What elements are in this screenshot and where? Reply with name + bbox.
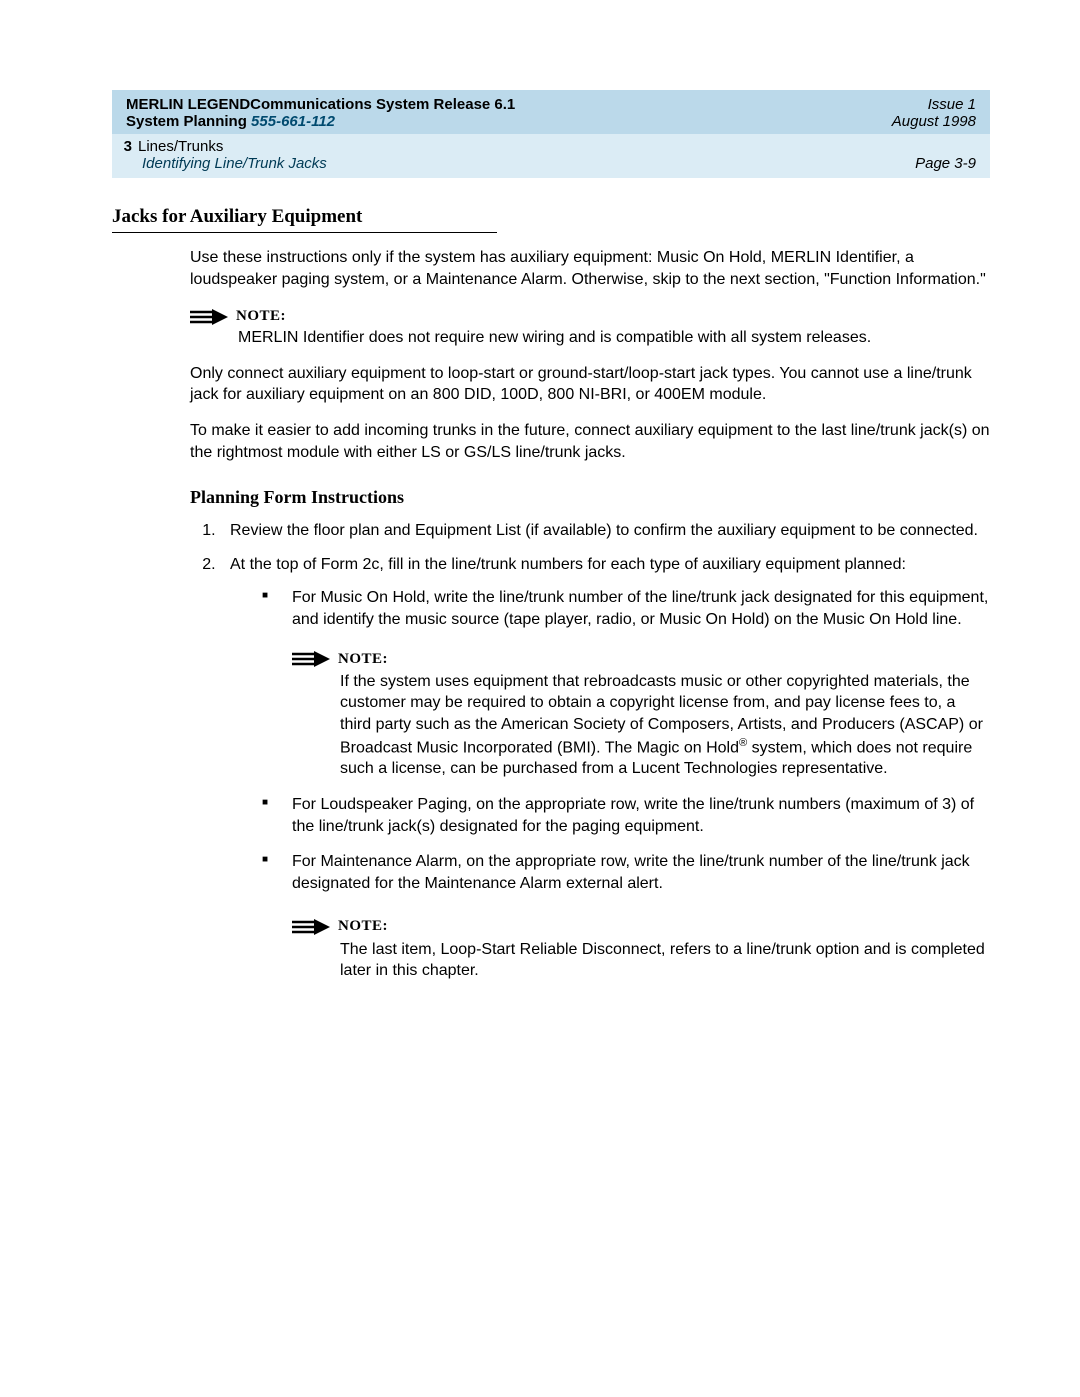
- registered-mark: ®: [739, 737, 747, 749]
- header-product-line2-label: System Planning: [126, 113, 251, 130]
- note-header: NOTE:: [190, 308, 990, 325]
- header-product: MERLIN LEGENDCommunications System Relea…: [126, 96, 515, 130]
- note-label: NOTE:: [338, 916, 388, 936]
- paragraph-2: Only connect auxiliary equipment to loop…: [190, 363, 990, 406]
- note-block-final: NOTE: The last item, Loop-Start Reliable…: [292, 916, 990, 981]
- note-block-nested: NOTE: If the system uses equipment that …: [292, 649, 990, 781]
- header-section-title: Identifying Line/Trunk Jacks: [142, 155, 327, 172]
- intro-paragraph: Use these instructions only if the syste…: [190, 247, 990, 290]
- step-1-text: Review the floor plan and Equipment List…: [230, 522, 978, 539]
- note-body: If the system uses equipment that rebroa…: [340, 671, 990, 780]
- header-issue: Issue 1: [928, 96, 976, 113]
- header-chapter-title: Lines/Trunks: [138, 138, 223, 155]
- header-product-line1: MERLIN LEGENDCommunications System Relea…: [126, 96, 515, 113]
- note-header: NOTE:: [292, 916, 990, 936]
- note-arrow-icon: [292, 919, 330, 935]
- bullet-3-text: For Maintenance Alarm, on the appropriat…: [292, 853, 970, 892]
- step-2: At the top of Form 2c, fill in the line/…: [220, 554, 990, 982]
- header-document-number: 555-661-112: [251, 113, 335, 130]
- bullet-loudspeaker-paging: For Loudspeaker Paging, on the appropria…: [262, 794, 990, 837]
- content-area: Jacks for Auxiliary Equipment Use these …: [90, 206, 990, 982]
- note-arrow-icon: [190, 309, 228, 325]
- bullet-2-text: For Loudspeaker Paging, on the appropria…: [292, 796, 974, 835]
- step-2-bullets: For Music On Hold, write the line/trunk …: [230, 587, 990, 894]
- header-page-wrap: Page 3-9: [915, 155, 976, 172]
- note-block-1: NOTE: MERLIN Identifier does not require…: [190, 308, 990, 349]
- header-bottom-bar: 3 Lines/Trunks Identifying Line/Trunk Jac…: [112, 134, 990, 178]
- page-container: MERLIN LEGENDCommunications System Relea…: [0, 0, 1080, 1086]
- bullet-maintenance-alarm: For Maintenance Alarm, on the appropriat…: [262, 851, 990, 894]
- step-1: Review the floor plan and Equipment List…: [220, 520, 990, 542]
- header-date: August 1998: [892, 113, 976, 130]
- note-arrow-icon: [292, 651, 330, 667]
- page-header: MERLIN LEGENDCommunications System Relea…: [112, 90, 990, 178]
- header-top-bar: MERLIN LEGENDCommunications System Relea…: [112, 90, 990, 134]
- step-2-text: At the top of Form 2c, fill in the line/…: [230, 556, 906, 573]
- numbered-steps: Review the floor plan and Equipment List…: [190, 520, 990, 982]
- note-header: NOTE:: [292, 649, 990, 669]
- header-issue-date: Issue 1 August 1998: [892, 96, 976, 130]
- note-label: NOTE:: [338, 649, 388, 669]
- header-page-number: Page 3-9: [915, 155, 976, 172]
- paragraph-3: To make it easier to add incoming trunks…: [190, 420, 990, 463]
- note-label: NOTE:: [236, 308, 286, 325]
- section-heading: Jacks for Auxiliary Equipment: [112, 206, 497, 233]
- bullet-1-text: For Music On Hold, write the line/trunk …: [292, 589, 988, 628]
- header-chapter: 3 Lines/Trunks Identifying Line/Trunk Jac…: [116, 138, 327, 172]
- note-body: MERLIN Identifier does not require new w…: [238, 327, 990, 349]
- bullet-music-on-hold: For Music On Hold, write the line/trunk …: [262, 587, 990, 780]
- subsection-heading: Planning Form Instructions: [190, 487, 990, 508]
- header-chapter-number: 3: [116, 138, 132, 155]
- note-body: The last item, Loop-Start Reliable Disco…: [340, 939, 990, 982]
